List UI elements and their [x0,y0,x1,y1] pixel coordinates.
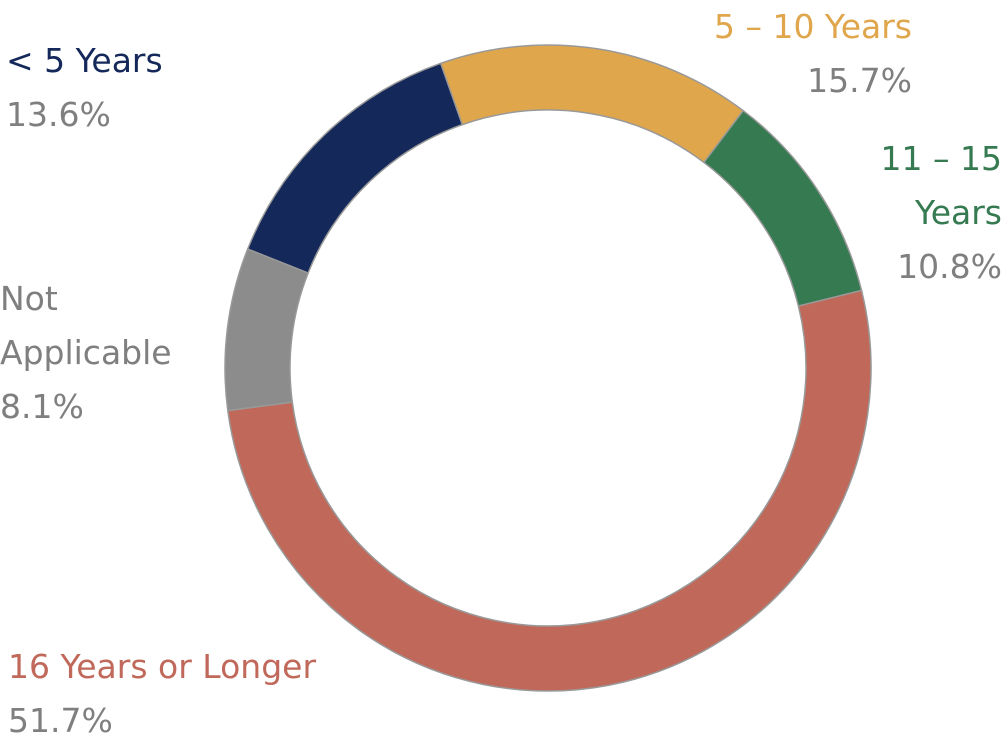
value-label: 15.7% [807,61,912,100]
value-label: 8.1% [0,387,84,426]
data-label: 5 – 10 Years 15.7% [600,0,912,108]
value-label: 13.6% [6,95,111,134]
category-label: Not Applicable [0,279,172,372]
value-label: 51.7% [8,701,113,740]
donut-segment [226,289,872,692]
donut-segment [224,248,310,412]
data-label: 11 – 15 Years 10.8% [842,132,1002,294]
category-label: 16 Years or Longer [8,647,317,686]
data-label: Not Applicable 8.1% [0,272,215,434]
category-label: 5 – 10 Years [713,7,912,46]
donut-segment [702,109,863,307]
category-label: < 5 Years [6,41,163,80]
value-label: 10.8% [897,247,1002,286]
data-label: < 5 Years 13.6% [6,34,306,142]
data-label: 16 Years or Longer 51.7% [8,640,428,748]
category-label: 11 – 15 Years [880,139,1002,232]
